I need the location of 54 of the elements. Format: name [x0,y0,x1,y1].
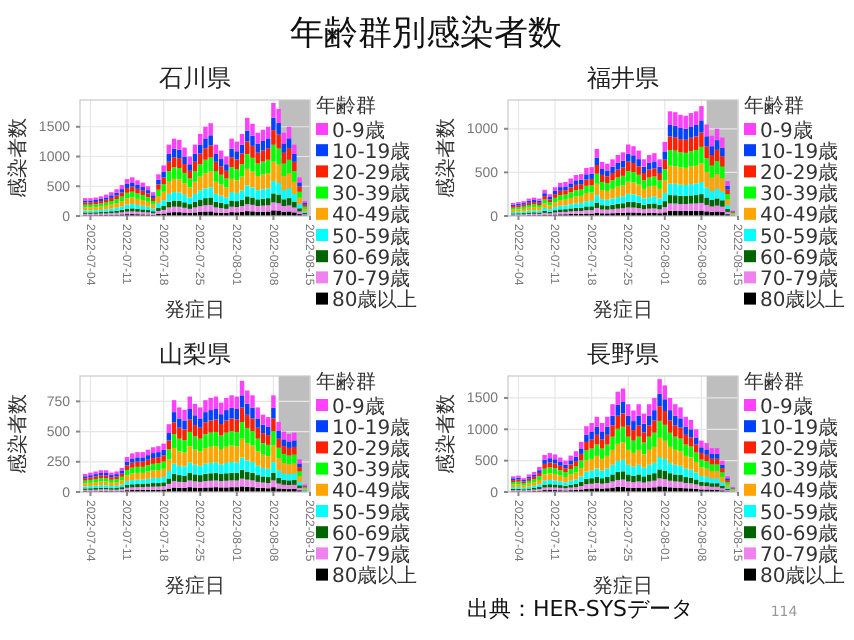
chart-title: 山梨県 [159,340,231,368]
legend-label: 50-59歳 [760,224,839,249]
chart-title: 長野県 [587,340,659,368]
legend-label: 20-29歳 [760,437,839,461]
x-axis-title: 発症日 [165,298,225,322]
y-axis-title: 感染者数 [6,394,30,474]
legend-label: 20-29歳 [332,437,411,461]
legend-label: 50-59歳 [332,500,411,525]
legend-label: 20-29歳 [760,161,839,185]
legend-label: 60-69歳 [760,245,839,270]
legend-label: 60-69歳 [760,521,839,546]
legend-label: 40-49歳 [332,203,411,228]
legend-label: 40-49歳 [760,479,839,504]
legend-label: 70-79歳 [332,543,411,567]
legend-label: 30-39歳 [760,182,839,207]
legend-label: 80歳以上 [332,564,418,589]
text: 年齢群別感染者数 [290,14,562,54]
legend-label: 60-69歳 [332,521,411,546]
legend-label: 30-39歳 [332,182,411,207]
legend-title: 年齢群 [744,94,804,118]
x-axis-title: 発症日 [593,574,653,598]
legend-label: 0-9歳 [332,118,385,143]
legend-title: 年齢群 [744,370,804,394]
y-axis-title: 感染者数 [6,118,30,198]
legend-title: 年齢群 [316,370,376,394]
legend-label: 80歳以上 [760,564,846,589]
legend-label: 10-19歳 [332,139,411,164]
legend-label: 70-79歳 [332,267,411,291]
legend-label: 70-79歳 [760,543,839,567]
legend-label: 0-9歳 [332,394,385,419]
source-note: 出典：HER-SYSデータ [466,596,694,622]
legend-label: 10-19歳 [760,139,839,164]
x-axis-title: 発症日 [593,298,653,322]
legend-label: 50-59歳 [332,224,411,249]
legend-title: 年齢群 [316,94,376,118]
legend-label: 0-9歳 [760,394,813,419]
legend-label: 0-9歳 [760,118,813,143]
legend-label: 20-29歳 [332,161,411,185]
y-axis-title: 感染者数 [434,118,458,198]
y-axis-title: 感染者数 [434,394,458,474]
legend-label: 10-19歳 [332,415,411,440]
legend-label: 30-39歳 [332,458,411,483]
legend-label: 40-49歳 [760,203,839,228]
x-axis-title: 発症日 [165,574,225,598]
legend-label: 10-19歳 [760,415,839,440]
chart-title: 石川県 [159,64,231,92]
legend-label: 80歳以上 [332,288,418,313]
legend-label: 40-49歳 [332,479,411,504]
legend-label: 80歳以上 [760,288,846,313]
legend-label: 70-79歳 [760,267,839,291]
legend-label: 60-69歳 [332,245,411,270]
legend-label: 50-59歳 [760,500,839,525]
legend-label: 30-39歳 [760,458,839,483]
chart-title: 福井県 [587,64,659,92]
